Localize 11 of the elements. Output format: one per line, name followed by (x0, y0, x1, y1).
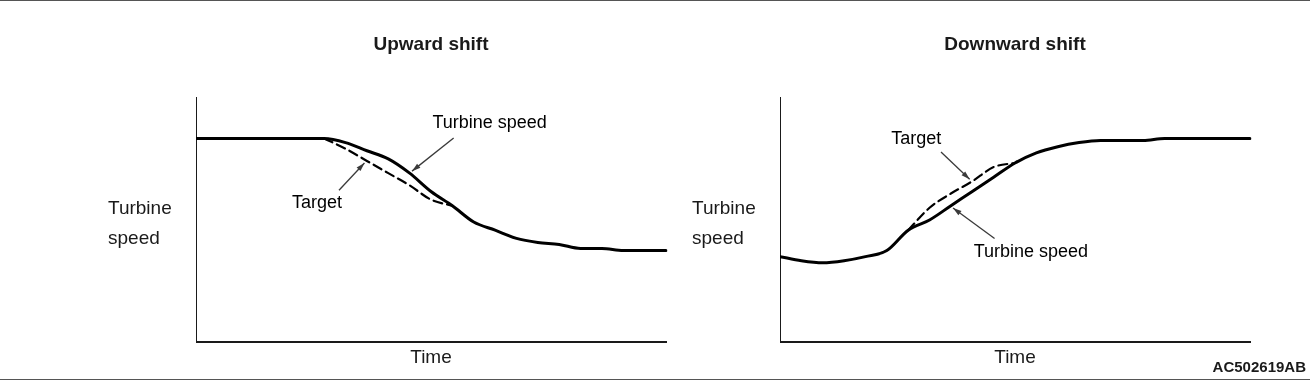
text: AC502619AB (1212, 358, 1306, 375)
x-axis-title: Time (994, 345, 1036, 367)
chart-title: Downward shift (944, 32, 1087, 54)
text: Target (891, 128, 942, 149)
x-axis-title: Time (410, 345, 452, 367)
text: Turbine speed (432, 112, 547, 133)
text: Target (291, 191, 342, 212)
y-axis-title: Turbine speed (108, 196, 173, 250)
text: Turbine speed (973, 240, 1089, 261)
chart-title: Upward shift (373, 32, 490, 54)
y-axis-title: Turbine speed (692, 196, 757, 250)
